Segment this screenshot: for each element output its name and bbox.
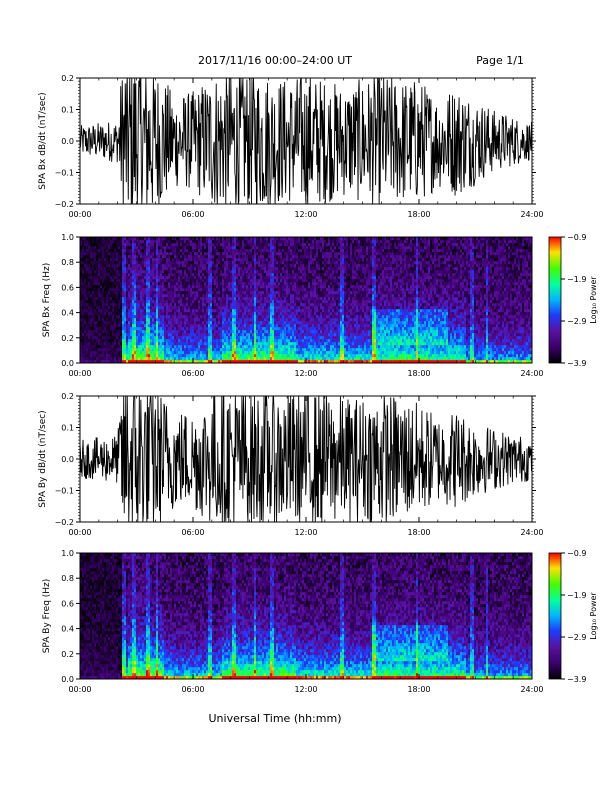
page-title: 2017/11/16 00:00–24:00 UT — [198, 54, 352, 67]
colorbar-tick-label: −1.9 — [567, 275, 586, 284]
panel-by-trace-series — [79, 395, 533, 523]
y-tick-label: 0.4 — [61, 625, 74, 634]
y-tick-label: 0.8 — [61, 574, 74, 583]
panel-bx-spectrogram-data — [80, 237, 533, 364]
x-tick-label: 24:00 — [520, 528, 543, 537]
x-tick-label: 24:00 — [520, 369, 543, 378]
x-tick-label: 06:00 — [181, 685, 204, 694]
panel-bx-trace-axes: 0.2 0.1 0.0 −0.1 −0.200:00 06:00 12:00 18:00 24:… — [55, 74, 544, 219]
x-tick-label: 24:00 — [520, 685, 543, 694]
x-tick-label: 00:00 — [68, 528, 91, 537]
colorbar-tick-label: −1.9 — [567, 591, 586, 600]
panel-bx-colorbar-ticks: −0.9 −1.9 −2.9 −3.9 — [561, 233, 586, 368]
panel-bx-spectrogram-axes: 1.0 0.8 0.6 0.4 0.2 0.000:00 06:00 12:00 18:00 24… — [61, 233, 543, 378]
y-tick-label: 0.2 — [61, 650, 74, 659]
y-tick-label: 0.2 — [61, 334, 74, 343]
panel-by-spectrogram-ylabel: SPA By Freq (Hz) — [42, 579, 52, 654]
y-tick-label: 0.0 — [61, 455, 74, 464]
panel-by-trace-ylabel: SPA By dB/dt (nT/sec) — [38, 410, 48, 507]
y-tick-label: 1.0 — [61, 549, 74, 558]
y-tick-label: −0.2 — [55, 518, 74, 527]
panel-bx-trace: 0.2 0.1 0.0 −0.1 −0.200:00 06:00 12:00 18:00 24:… — [38, 74, 544, 219]
panel-bx-colorbar — [548, 236, 562, 364]
y-tick-label: −0.1 — [55, 487, 74, 496]
x-tick-label: 18:00 — [407, 528, 430, 537]
y-tick-label: 0.6 — [61, 599, 74, 608]
panel-bx-colorbar-label: Log₁₀ Power — [589, 276, 598, 324]
x-tick-label: 12:00 — [294, 210, 317, 219]
y-tick-label: 0.0 — [61, 137, 74, 146]
colorbar-tick-label: −3.9 — [567, 675, 586, 684]
y-tick-label: 0.0 — [61, 675, 74, 684]
colorbar-tick-label: −2.9 — [567, 633, 586, 642]
panel-by-spectrogram-data — [80, 553, 533, 680]
panel-by-trace: 0.2 0.1 0.0 −0.1 −0.200:00 06:00 12:00 18:00 24:… — [38, 392, 544, 537]
x-tick-label: 00:00 — [68, 210, 91, 219]
panel-bx-trace-ylabel: SPA Bx dB/dt (nT/sec) — [38, 92, 48, 189]
panel-bx-trace-data — [79, 77, 533, 205]
y-tick-label: 1.0 — [61, 233, 74, 242]
y-tick-label: 0.8 — [61, 258, 74, 267]
x-tick-label: 18:00 — [407, 369, 430, 378]
page-number: Page 1/1 — [476, 54, 524, 67]
y-tick-label: 0.1 — [61, 106, 74, 115]
x-tick-label: 18:00 — [407, 210, 430, 219]
x-tick-label: 18:00 — [407, 685, 430, 694]
x-tick-label: 06:00 — [181, 528, 204, 537]
colorbar-tick-label: −2.9 — [567, 317, 586, 326]
panel-by-trace-axes: 0.2 0.1 0.0 −0.1 −0.200:00 06:00 12:00 18:00 24:… — [55, 392, 544, 537]
y-tick-label: 0.0 — [61, 359, 74, 368]
panel-by-spectrogram-axes: 1.0 0.8 0.6 0.4 0.2 0.000:00 06:00 12:00 18:00 24… — [61, 549, 543, 694]
panel-by-colorbar — [548, 552, 562, 680]
panel-bx-spectrogram-ylabel: SPA Bx Freq (Hz) — [42, 263, 52, 338]
panel-by-spectrogram: 1.0 0.8 0.6 0.4 0.2 0.000:00 06:00 12:00 18:00 24… — [42, 549, 598, 694]
y-tick-label: 0.6 — [61, 283, 74, 292]
panel-bx-trace-series — [79, 77, 533, 205]
y-tick-label: 0.1 — [61, 424, 74, 433]
panel-by-colorbar-label: Log₁₀ Power — [589, 592, 598, 640]
x-tick-label: 12:00 — [294, 369, 317, 378]
colorbar-tick-label: −0.9 — [567, 233, 586, 242]
y-tick-label: 0.4 — [61, 309, 74, 318]
x-tick-label: 24:00 — [520, 210, 543, 219]
x-tick-label: 06:00 — [181, 210, 204, 219]
y-tick-label: −0.2 — [55, 200, 74, 209]
panel-by-trace-data — [79, 395, 533, 523]
panel-bx-spectrogram: 1.0 0.8 0.6 0.4 0.2 0.000:00 06:00 12:00 18:00 24… — [42, 233, 598, 378]
x-tick-label: 12:00 — [294, 685, 317, 694]
y-tick-label: −0.1 — [55, 169, 74, 178]
y-tick-label: 0.2 — [61, 74, 74, 83]
x-tick-label: 12:00 — [294, 528, 317, 537]
x-tick-label: 00:00 — [68, 369, 91, 378]
x-tick-label: 00:00 — [68, 685, 91, 694]
x-tick-label: 06:00 — [181, 369, 204, 378]
x-axis-title: Universal Time (hh:mm) — [209, 712, 342, 725]
colorbar-tick-label: −0.9 — [567, 549, 586, 558]
colorbar-tick-label: −3.9 — [567, 359, 586, 368]
panel-by-colorbar-ticks: −0.9 −1.9 −2.9 −3.9 — [561, 549, 586, 684]
y-tick-label: 0.2 — [61, 392, 74, 401]
